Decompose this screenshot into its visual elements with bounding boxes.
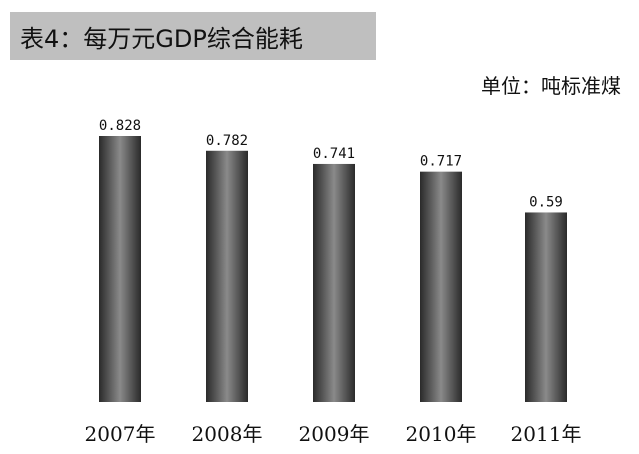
bar-2	[313, 163, 355, 402]
bar-value-label-0: 0.828	[99, 118, 141, 134]
bar-value-label-4: 0.59	[529, 194, 563, 210]
bar-value-label-3: 0.717	[420, 154, 462, 170]
bar-value-label-1: 0.782	[206, 133, 248, 149]
chart-title: 表4：每万元GDP综合能耗	[10, 12, 376, 60]
bar-4	[525, 212, 567, 402]
category-label-4: 2011年	[511, 422, 582, 446]
category-label-2: 2009年	[299, 422, 370, 446]
bar-value-label-2: 0.741	[313, 146, 355, 162]
bar-3	[420, 171, 462, 402]
category-label-1: 2008年	[192, 422, 263, 446]
category-label-0: 2007年	[85, 422, 156, 446]
unit-label: 单位：吨标准煤	[481, 74, 621, 98]
bar-0	[99, 136, 141, 402]
bar-1	[206, 150, 248, 402]
category-label-3: 2010年	[406, 422, 477, 446]
